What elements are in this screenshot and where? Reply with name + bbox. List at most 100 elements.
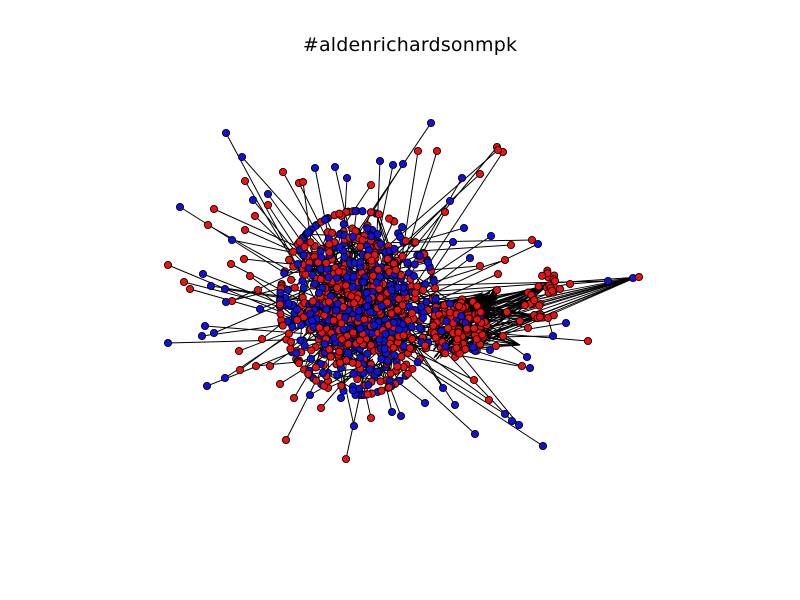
graph-node-150 <box>299 283 308 292</box>
graph-node-1122 <box>330 162 340 172</box>
graph-node-843 <box>319 368 328 377</box>
graph-node-769 <box>389 343 398 352</box>
graph-node-1019 <box>431 333 440 342</box>
graph-node-889 <box>364 295 373 304</box>
graph-node-811 <box>333 370 342 379</box>
graph-node-1142 <box>275 379 285 389</box>
graph-node-809 <box>278 321 287 330</box>
graph-node-899 <box>304 369 313 378</box>
graph-node-1067 <box>209 328 219 338</box>
graph-node-323 <box>287 275 296 284</box>
graph-node-313 <box>337 381 346 390</box>
graph-node-1074 <box>349 421 359 431</box>
graph-node-875 <box>360 315 369 324</box>
graph-node-381 <box>339 220 348 229</box>
graph-node-1054 <box>240 176 250 186</box>
graph-node-1081 <box>398 159 408 169</box>
graph-node-739 <box>397 352 406 361</box>
graph-node-756 <box>351 207 360 216</box>
graph-node-1106 <box>525 363 535 373</box>
graph-node-1075 <box>366 413 376 423</box>
graph-node-1117 <box>420 398 430 408</box>
graph-node-853 <box>363 390 372 399</box>
graph-node-1083 <box>475 169 485 179</box>
graph-node-522 <box>290 283 299 292</box>
graph-node-1073 <box>341 454 351 464</box>
graph-node-837 <box>333 283 342 293</box>
graph-node-333 <box>398 223 407 232</box>
graph-node-804 <box>276 288 285 297</box>
graph-node-490 <box>280 269 289 278</box>
graph-node-382 <box>356 242 365 251</box>
graph-node-1118 <box>278 167 288 177</box>
graph-node-707 <box>285 255 294 264</box>
graph-node-408 <box>385 214 394 223</box>
graph-node-1126 <box>263 189 273 199</box>
graph-node-1079 <box>432 146 442 156</box>
graph-node-518 <box>310 279 319 288</box>
graph-node-881 <box>391 265 400 274</box>
graph-node-801 <box>301 270 310 279</box>
graph-node-1099 <box>561 318 571 328</box>
graph-node-370 <box>429 277 438 286</box>
graph-node-1028 <box>538 271 547 280</box>
graph-node-1105 <box>517 361 527 371</box>
graph-node-745 <box>407 308 416 318</box>
graph-node-818 <box>349 272 358 281</box>
graph-node-663 <box>306 309 315 318</box>
graph-node-871 <box>335 209 344 218</box>
graph-node-817 <box>341 281 350 290</box>
graph-node-1061 <box>198 269 208 279</box>
graph-edge-216 <box>282 171 329 253</box>
graph-node-1153 <box>475 261 485 271</box>
graph-node-682 <box>413 358 422 367</box>
graph-node-605 <box>376 239 385 249</box>
graph-node-1056 <box>209 204 219 214</box>
graph-edge-81 <box>482 334 521 346</box>
graph-node-1042 <box>520 301 529 310</box>
graph-node-713 <box>335 243 344 252</box>
graph-node-799 <box>354 306 363 315</box>
graph-node-1063 <box>220 284 230 294</box>
graph-node-1132 <box>226 259 236 269</box>
graph-node-607 <box>411 238 420 247</box>
graph-node-1018 <box>462 324 471 333</box>
graph-node-1104 <box>522 352 532 362</box>
graph-node-396 <box>300 341 309 350</box>
graph-edge-187 <box>415 243 539 303</box>
graph-node-1094 <box>603 276 613 286</box>
graph-edge-252 <box>414 289 498 298</box>
graph-node-858 <box>406 343 415 353</box>
graph-node-1113 <box>507 416 517 426</box>
graph-node-834 <box>417 302 426 311</box>
graph-node-800 <box>293 315 302 325</box>
graph-node-1065 <box>197 331 207 341</box>
graph-node-1098 <box>555 284 565 294</box>
graph-node-684 <box>337 319 346 328</box>
graph-node-1120 <box>298 177 308 187</box>
graph-node-827 <box>389 318 398 327</box>
graph-node-1100 <box>548 331 558 341</box>
graph-node-857 <box>342 356 351 365</box>
graph-node-839 <box>358 235 367 245</box>
graph-node-878 <box>324 273 333 282</box>
graph-node-592 <box>358 207 367 216</box>
graph-node-886 <box>308 297 317 306</box>
graph-node-597 <box>401 236 410 246</box>
graph-node-1102 <box>535 312 545 322</box>
graph-node-686 <box>365 365 374 374</box>
graph-node-446 <box>286 337 296 346</box>
graph-node-166 <box>376 377 385 386</box>
graph-node-757 <box>325 345 334 354</box>
graph-node-1055 <box>175 202 185 212</box>
graph-node-893 <box>394 325 403 334</box>
graph-edge-354 <box>308 368 361 375</box>
graph-node-362 <box>283 285 292 295</box>
graph-edge-217 <box>298 182 344 272</box>
graph-edge-82 <box>462 276 638 338</box>
graph-node-1009 <box>445 299 455 308</box>
graph-edge-264 <box>569 280 609 285</box>
graph-node-154 <box>296 336 305 345</box>
graph-node-365 <box>289 247 298 256</box>
graph-node-833 <box>421 341 430 350</box>
